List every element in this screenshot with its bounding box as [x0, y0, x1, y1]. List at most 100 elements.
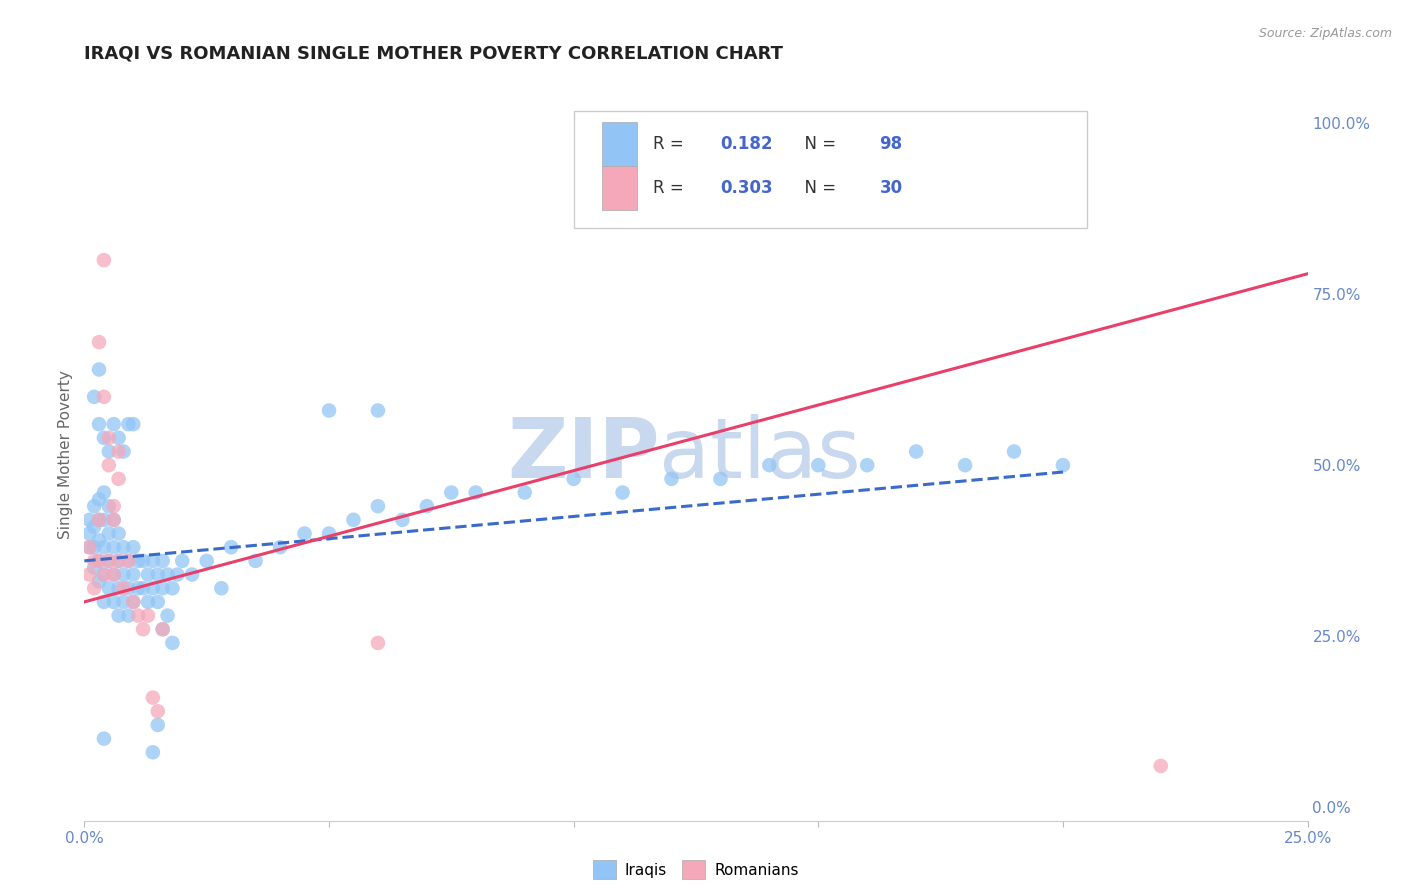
Point — [87, 574, 110, 589]
Point — [93, 513, 115, 527]
Text: R =: R = — [654, 135, 689, 153]
Text: 0.303: 0.303 — [720, 179, 773, 197]
Point — [107, 581, 129, 595]
Point — [83, 560, 105, 574]
Point — [97, 431, 120, 445]
Point — [93, 567, 115, 582]
Point — [367, 403, 389, 417]
Point — [103, 595, 125, 609]
Point — [127, 581, 149, 595]
Point — [87, 533, 110, 548]
Point — [856, 458, 879, 472]
Point — [342, 513, 364, 527]
Point — [112, 444, 135, 458]
Point — [87, 492, 110, 507]
Point — [132, 554, 155, 568]
Point — [122, 567, 145, 582]
Point — [93, 253, 115, 268]
Text: N =: N = — [794, 179, 841, 197]
Point — [97, 526, 120, 541]
Point — [162, 581, 184, 595]
Point — [146, 567, 169, 582]
Point — [1052, 458, 1074, 472]
Point — [103, 567, 125, 582]
Point — [132, 622, 155, 636]
Point — [1150, 759, 1173, 773]
Point — [87, 513, 110, 527]
Point — [87, 417, 110, 432]
Point — [136, 608, 159, 623]
Point — [318, 526, 340, 541]
Point — [122, 540, 145, 554]
FancyBboxPatch shape — [602, 167, 637, 210]
Point — [117, 417, 139, 432]
Point — [97, 554, 120, 568]
Point — [93, 595, 115, 609]
Point — [103, 499, 125, 513]
Point — [93, 485, 115, 500]
Text: 0.182: 0.182 — [720, 135, 773, 153]
Text: N =: N = — [794, 135, 841, 153]
Point — [107, 472, 129, 486]
Point — [93, 567, 115, 582]
Point — [93, 540, 115, 554]
Point — [77, 567, 100, 582]
Point — [391, 513, 413, 527]
Point — [127, 608, 149, 623]
FancyBboxPatch shape — [574, 112, 1087, 228]
Point — [122, 417, 145, 432]
Point — [112, 540, 135, 554]
Point — [132, 581, 155, 595]
Point — [953, 458, 976, 472]
Point — [146, 718, 169, 732]
Point — [127, 554, 149, 568]
Point — [1002, 444, 1025, 458]
Point — [181, 567, 204, 582]
Point — [136, 595, 159, 609]
Point — [117, 554, 139, 568]
Point — [156, 567, 179, 582]
Point — [156, 608, 179, 623]
Point — [83, 519, 105, 533]
Point — [87, 554, 110, 568]
Point — [97, 499, 120, 513]
Point — [513, 485, 536, 500]
Point — [122, 595, 145, 609]
Point — [77, 540, 100, 554]
Point — [112, 595, 135, 609]
Point — [93, 390, 115, 404]
Point — [709, 472, 731, 486]
Point — [107, 554, 129, 568]
Point — [152, 622, 174, 636]
Point — [136, 567, 159, 582]
Point — [103, 513, 125, 527]
Point — [87, 335, 110, 350]
Point — [367, 636, 389, 650]
Point — [318, 403, 340, 417]
Point — [172, 554, 194, 568]
Point — [661, 472, 683, 486]
Point — [142, 690, 165, 705]
Point — [107, 526, 129, 541]
Point — [146, 595, 169, 609]
Point — [112, 581, 135, 595]
Point — [905, 444, 928, 458]
Point — [440, 485, 463, 500]
Point — [103, 540, 125, 554]
Point — [195, 554, 218, 568]
Point — [83, 540, 105, 554]
Point — [142, 745, 165, 759]
Point — [146, 704, 169, 718]
Point — [122, 595, 145, 609]
Point — [83, 390, 105, 404]
Point — [93, 731, 115, 746]
Point — [152, 581, 174, 595]
Point — [612, 485, 634, 500]
Point — [117, 581, 139, 595]
Point — [464, 485, 486, 500]
Point — [77, 513, 100, 527]
Point — [97, 444, 120, 458]
Point — [107, 554, 129, 568]
Point — [245, 554, 267, 568]
Text: ZIP: ZIP — [506, 415, 659, 495]
